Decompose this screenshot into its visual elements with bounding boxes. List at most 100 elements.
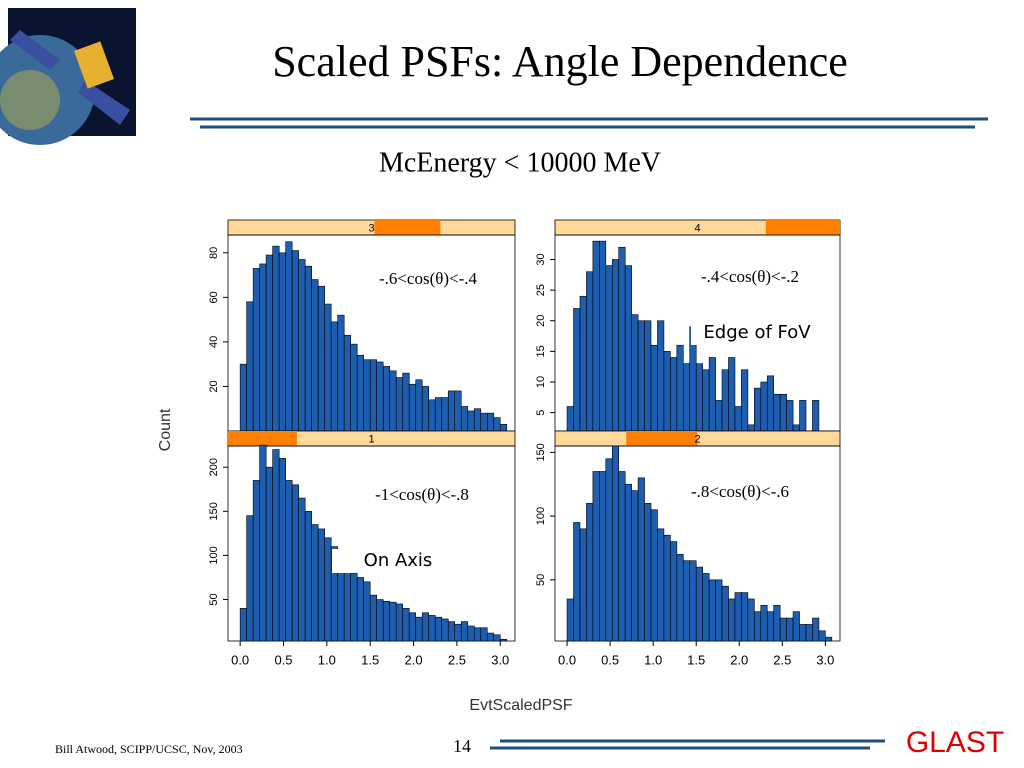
histogram-bar [441,397,449,432]
strip-level [374,220,441,235]
y-tick-label: 150 [208,502,220,520]
histogram-bar [760,605,768,642]
x-tick-label: 1.5 [361,652,379,667]
slide-title: Scaled PSFs: Angle Dependence [272,37,848,86]
histogram-bar [278,458,286,642]
histogram-bar [695,566,703,642]
y-tick-label: 200 [208,458,220,476]
y-tick-label: 50 [208,593,220,605]
histogram-bar [650,344,658,432]
histogram-bar [278,252,286,432]
histogram-bar [592,471,600,642]
histogram-bar [259,444,267,642]
histogram-bar [670,541,678,642]
histogram-bar [252,268,260,432]
histogram-bar [676,344,684,432]
histogram-bar [447,390,456,432]
histogram-bar [317,528,325,642]
histogram-bar [272,449,280,642]
histogram-bar [259,263,267,432]
histogram-bar [760,381,768,432]
histogram-bar [324,303,332,432]
histogram-bar [454,623,462,642]
x-tick-label: 3.0 [816,652,834,667]
histogram-bar [330,321,338,432]
histogram-bar [715,579,723,642]
histogram-bar [721,585,729,642]
histogram-bar [786,617,794,642]
histogram-bar [434,616,443,642]
histogram-bar [573,308,581,432]
y-tick-label: 15 [535,345,547,357]
histogram-bar [350,572,358,642]
y-tick-label: 10 [535,376,547,388]
histogram-bar [298,497,306,642]
annotation: -.4<cos(θ)<-.2 [701,267,799,286]
histogram-bar [298,259,306,432]
histogram-bar [454,390,462,432]
histogram-bar [428,399,436,432]
subtitle: McEnergy < 10000 MeV [379,147,661,178]
histogram-bar [467,625,475,642]
histogram-bar [624,265,632,432]
histogram-bar [486,632,495,642]
histogram-bar [734,406,742,432]
histogram-bar [754,611,762,642]
histogram-bar [441,618,449,642]
histogram-bar [493,417,501,432]
histogram-bar [579,295,587,432]
strip-level [626,431,698,446]
x-tick-label: 0.5 [601,652,619,667]
histogram-bar [402,372,410,432]
histogram-bar [631,314,639,432]
histogram-bar [650,509,658,642]
strip-label: 3 [368,222,374,234]
histogram-bar [715,400,723,432]
histogram-bar [376,361,384,432]
y-tick-label: 60 [208,291,220,303]
footer: Bill Atwood, SCIPP/UCSC, Nov, 2003 [55,742,243,756]
x-tick-label: 2.0 [405,652,423,667]
histogram-bar [447,621,456,642]
x-tick-label: 1.5 [687,652,705,667]
x-tick-label: 2.5 [448,652,466,667]
histogram-bar [421,386,430,432]
histogram-bar [637,320,645,432]
histogram-bar [239,363,247,432]
annotation-bg [332,549,464,573]
histogram-bar [805,624,813,642]
histogram-bar [773,605,781,642]
histogram-bar [728,357,736,432]
histogram-bar [480,627,488,642]
x-tick-label: 1.0 [318,652,336,667]
histogram-bar [747,424,755,432]
annotation: -1<cos(θ)<-.8 [375,485,469,504]
histogram-bar [695,363,703,432]
histogram-bar [773,393,781,432]
histogram-bar [682,560,691,642]
histogram-bar [246,515,254,642]
logo-text: GLAST [906,726,1004,759]
histogram-bar [395,603,404,642]
histogram-bar [682,363,691,432]
annotation-bg [691,321,823,345]
histogram-bar [363,581,371,642]
histogram-bar [599,471,607,642]
histogram-bar [657,320,665,432]
histogram-bar [586,503,594,642]
histogram-bar [285,480,293,642]
histogram-bar [246,301,254,432]
histogram-bar [363,359,371,432]
page-number: 14 [453,736,471,756]
histogram-bar [311,524,319,642]
histogram-bar [702,573,710,642]
histogram-bar [689,560,697,642]
histogram-bar [402,608,410,642]
histogram-bar [499,424,508,432]
x-tick-label: 0.0 [231,652,249,667]
histogram-bar [786,400,794,432]
histogram-bar [350,343,358,432]
histogram-bar [473,408,482,432]
histogram-bar [428,615,436,642]
histogram-bar [799,624,807,642]
